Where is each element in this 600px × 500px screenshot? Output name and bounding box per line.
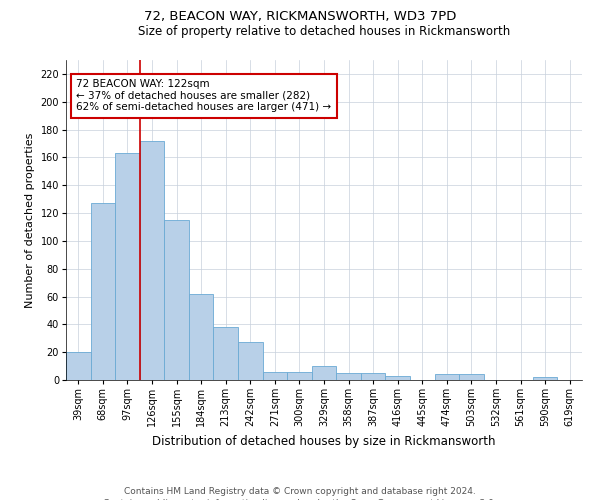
- Bar: [361, 373, 385, 380]
- Bar: [263, 372, 287, 380]
- Y-axis label: Number of detached properties: Number of detached properties: [25, 132, 35, 308]
- Bar: [336, 373, 361, 380]
- Bar: [312, 366, 336, 380]
- Bar: [385, 376, 410, 380]
- Text: 72 BEACON WAY: 122sqm
← 37% of detached houses are smaller (282)
62% of semi-det: 72 BEACON WAY: 122sqm ← 37% of detached …: [76, 79, 331, 112]
- Text: Contains HM Land Registry data © Crown copyright and database right 2024.
Contai: Contains HM Land Registry data © Crown c…: [103, 488, 497, 500]
- Bar: [164, 220, 189, 380]
- Bar: [287, 372, 312, 380]
- Text: 72, BEACON WAY, RICKMANSWORTH, WD3 7PD: 72, BEACON WAY, RICKMANSWORTH, WD3 7PD: [144, 10, 456, 23]
- Bar: [115, 153, 140, 380]
- Bar: [66, 352, 91, 380]
- Bar: [91, 204, 115, 380]
- Bar: [214, 327, 238, 380]
- Bar: [189, 294, 214, 380]
- Bar: [533, 377, 557, 380]
- Bar: [140, 140, 164, 380]
- Bar: [459, 374, 484, 380]
- Title: Size of property relative to detached houses in Rickmansworth: Size of property relative to detached ho…: [138, 25, 510, 38]
- X-axis label: Distribution of detached houses by size in Rickmansworth: Distribution of detached houses by size …: [152, 434, 496, 448]
- Bar: [238, 342, 263, 380]
- Bar: [434, 374, 459, 380]
